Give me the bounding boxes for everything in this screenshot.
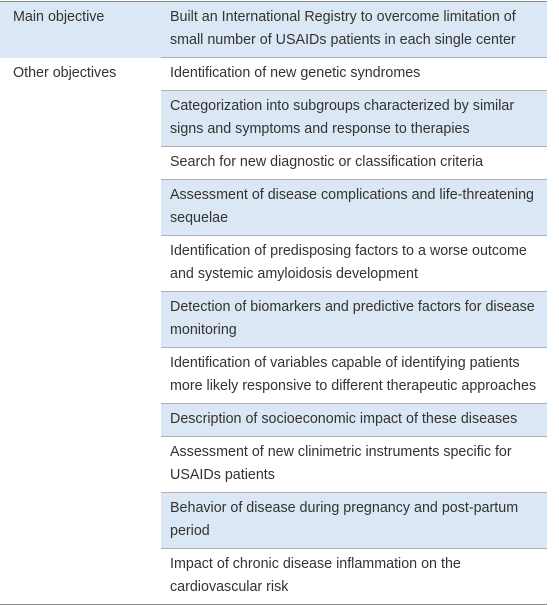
table-row: Search for new diagnostic or classificat… — [0, 146, 547, 180]
objective-item: Impact of chronic disease inflammation o… — [161, 548, 547, 605]
objectives-table: Main objective Built an International Reg… — [0, 1, 547, 605]
table-row: Assessment of disease complications and … — [0, 179, 547, 236]
objective-item: Description of socioeconomic impact of t… — [161, 403, 547, 437]
objective-item: Detection of biomarkers and predictive f… — [161, 291, 547, 348]
objective-item: Built an International Registry to overc… — [161, 1, 547, 58]
objective-category: Main objective — [0, 1, 161, 58]
objective-item: Identification of variables capable of i… — [161, 347, 547, 404]
objective-item: Categorization into subgroups characteri… — [161, 90, 547, 147]
table-row: Detection of biomarkers and predictive f… — [0, 291, 547, 348]
objective-item: Identification of predisposing factors t… — [161, 235, 547, 292]
table-row: Identification of predisposing factors t… — [0, 235, 547, 292]
objective-item: Assessment of new clinimetric instrument… — [161, 436, 547, 493]
objective-item: Search for new diagnostic or classificat… — [161, 146, 547, 180]
table-row: Other objectives Identification of new ge… — [0, 57, 547, 91]
objective-category: Other objectives — [13, 64, 117, 81]
table-row: Description of socioeconomic impact of t… — [0, 403, 547, 437]
table-row: Assessment of new clinimetric instrument… — [0, 436, 547, 493]
objective-item: Assessment of disease complications and … — [161, 179, 547, 236]
table-row: Behavior of disease during pregnancy and… — [0, 492, 547, 549]
objective-item: Behavior of disease during pregnancy and… — [161, 492, 547, 549]
table-row: Identification of variables capable of i… — [0, 347, 547, 404]
table-row: Categorization into subgroups characteri… — [0, 90, 547, 147]
objective-item: Identification of new genetic syndromes — [161, 57, 547, 91]
table-row: Main objective Built an International Reg… — [0, 1, 547, 58]
